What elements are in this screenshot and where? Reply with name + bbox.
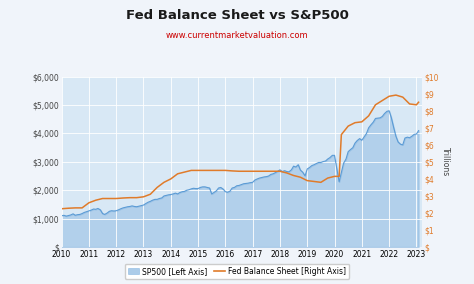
Text: www.currentmarketvaluation.com: www.currentmarketvaluation.com: [166, 31, 308, 40]
Legend: SP500 [Left Axis], Fed Balance Sheet [Right Axis]: SP500 [Left Axis], Fed Balance Sheet [Ri…: [125, 264, 349, 279]
Y-axis label: Trillions: Trillions: [441, 147, 450, 176]
Text: Fed Balance Sheet vs S&P500: Fed Balance Sheet vs S&P500: [126, 9, 348, 22]
